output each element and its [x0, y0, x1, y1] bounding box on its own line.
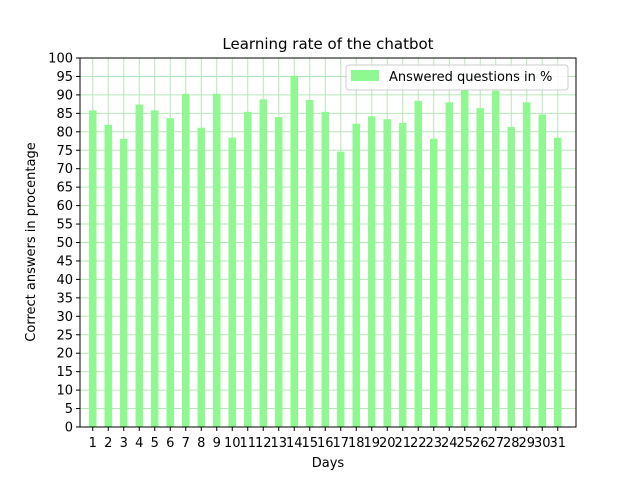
y-tick-label: 15	[56, 365, 73, 380]
x-tick-label: 11	[239, 436, 256, 451]
y-tick-label: 5	[65, 402, 73, 417]
y-tick-label: 85	[56, 107, 73, 122]
y-tick-label: 100	[48, 52, 73, 67]
y-tick-label: 75	[56, 144, 73, 159]
x-tick-label: 1	[89, 436, 97, 451]
x-tick-label: 30	[534, 436, 551, 451]
y-tick-label: 45	[56, 254, 73, 269]
x-tick-label: 28	[503, 436, 520, 451]
y-tick-label: 70	[56, 162, 73, 177]
bar	[89, 110, 97, 427]
y-tick-label: 95	[56, 70, 73, 85]
x-tick-label: 7	[182, 436, 190, 451]
y-tick-label: 90	[56, 88, 73, 103]
bar	[151, 110, 159, 427]
bar	[197, 127, 205, 427]
bar	[383, 119, 391, 427]
bar	[430, 138, 438, 427]
y-tick-label: 60	[56, 199, 73, 214]
y-tick-label: 55	[56, 218, 73, 233]
x-tick-label: 29	[518, 436, 535, 451]
bar	[554, 137, 562, 428]
bar	[321, 111, 329, 428]
x-tick-label: 26	[472, 436, 489, 451]
legend-label: Answered questions in %	[389, 70, 552, 85]
y-tick-label: 10	[56, 384, 73, 399]
x-tick-label: 4	[135, 436, 143, 451]
x-tick-label: 19	[363, 436, 380, 451]
x-tick-label: 10	[224, 436, 241, 451]
x-tick-label: 5	[151, 436, 159, 451]
y-tick-label: 65	[56, 181, 73, 196]
chart-title: Learning rate of the chatbot	[222, 35, 433, 53]
x-tick-label: 13	[270, 436, 287, 451]
bar	[104, 124, 112, 427]
x-tick-label: 27	[487, 436, 504, 451]
y-tick-label: 35	[56, 291, 73, 306]
y-tick-label: 0	[65, 421, 73, 436]
x-tick-label: 20	[379, 436, 396, 451]
bar	[368, 116, 376, 427]
y-tick-label: 50	[56, 236, 73, 251]
bar	[306, 100, 314, 427]
bar	[228, 137, 236, 428]
x-tick-label: 8	[197, 436, 205, 451]
x-tick-label: 2	[104, 436, 112, 451]
legend: Answered questions in %	[345, 64, 569, 91]
x-tick-label: 15	[301, 436, 318, 451]
bar	[120, 138, 128, 427]
y-axis-title: Correct answers in procentage	[24, 142, 39, 341]
y-tick-label: 20	[56, 347, 73, 362]
bar	[135, 104, 143, 427]
bar	[275, 117, 283, 427]
bar	[523, 102, 531, 427]
x-tick-label: 25	[456, 436, 473, 451]
x-tick-label: 18	[348, 436, 365, 451]
x-tick-label: 3	[120, 436, 128, 451]
x-tick-label: 22	[410, 436, 427, 451]
bar-series	[89, 75, 562, 428]
plot-frame	[79, 57, 577, 428]
bar	[352, 123, 360, 427]
legend-frame	[345, 64, 569, 91]
x-tick-label: 31	[549, 436, 566, 451]
bar	[166, 118, 174, 427]
bar	[259, 99, 267, 427]
bar	[492, 90, 500, 427]
bar	[182, 93, 190, 427]
bar	[476, 108, 484, 428]
y-tick-label: 40	[56, 273, 73, 288]
bar	[244, 111, 252, 428]
y-tick-label: 80	[56, 125, 73, 140]
bar	[213, 93, 221, 427]
x-tick-label: 6	[166, 436, 174, 451]
bar	[538, 114, 546, 427]
bar	[290, 75, 298, 427]
x-tick-label: 23	[425, 436, 442, 451]
bar	[461, 90, 469, 428]
x-axis-title: Days	[312, 456, 345, 471]
x-tick-label: 21	[394, 436, 411, 451]
x-tick-label: 14	[286, 436, 303, 451]
x-tick-label: 24	[441, 436, 458, 451]
x-tick-label: 16	[317, 436, 334, 451]
x-tick-label: 12	[255, 436, 272, 451]
bar	[337, 151, 345, 427]
bar	[414, 100, 422, 427]
y-tick-label: 25	[56, 328, 73, 343]
x-tick-label: 17	[332, 436, 349, 451]
x-tick-label: 9	[213, 436, 221, 451]
bar	[399, 122, 407, 427]
bar	[507, 127, 515, 428]
legend-swatch	[351, 70, 379, 81]
y-tick-label: 30	[56, 310, 73, 325]
bar	[445, 102, 453, 427]
axes: 0510152025303540455055606570758085909510…	[48, 52, 577, 451]
